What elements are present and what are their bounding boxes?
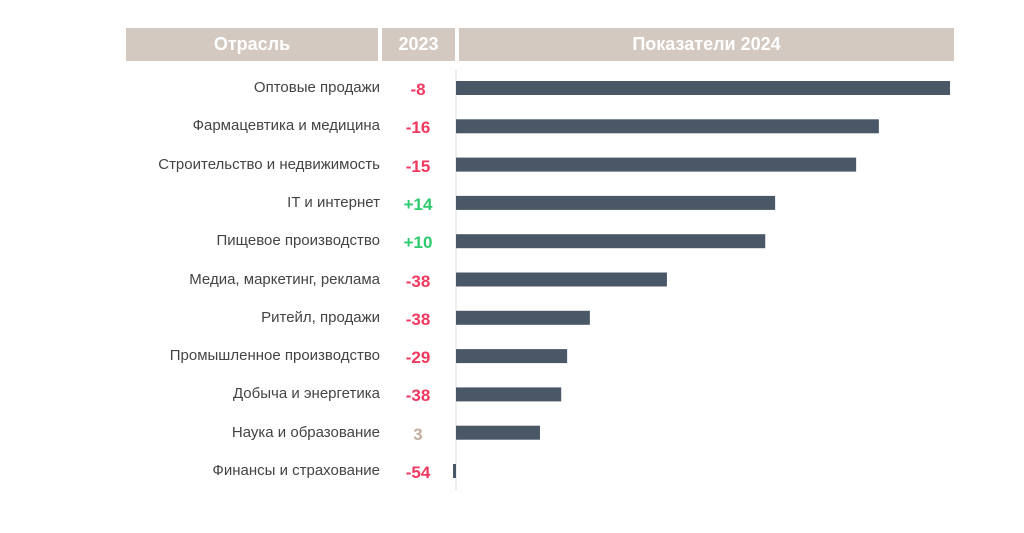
bar-2024 [456,119,879,134]
value-2023-label: -16 [405,118,431,138]
value-2023-label: +10 [403,233,433,253]
category-label: Медиа, маркетинг, реклама [189,270,380,288]
category-label: IT и интернет [287,193,380,211]
category-label: Промышленное производство [169,347,380,365]
category-label: Финансы и страхование [212,462,380,479]
bar-2024 [456,81,950,95]
value-2023-label: -38 [405,309,431,329]
category-label: Строительство и недвижимость [158,155,380,173]
header-industry: Отрасль [126,28,378,61]
header-2023: 2023 [382,28,455,61]
bar-2024 [456,195,776,210]
bar-2024 [456,310,590,325]
category-label: Наука и образование [231,423,380,441]
value-2023-label: 3 [413,424,423,444]
category-label: Пищевое производство [216,232,380,250]
category-label: Оптовые продажи [253,79,380,96]
value-2023-label: -38 [405,271,431,291]
bar-2024 [453,464,456,478]
bar-2024 [456,425,540,440]
bar-2024 [456,349,568,364]
header-2024: Показатели 2024 [459,28,954,61]
value-2023-label: -15 [405,156,431,176]
bar-2024 [456,234,766,249]
category-label: Добыча и энергетика [232,385,380,403]
category-label: Ритейл, продажи [261,308,380,326]
category-label: Фармацевтика и медицина [192,117,380,135]
value-2023-label: -29 [405,348,431,368]
bar-2024 [456,157,857,172]
value-2023-label: +14 [403,194,433,214]
value-2023-label: -54 [405,463,431,482]
bar-2024 [456,272,667,287]
value-2023-label: -8 [410,80,426,99]
bar-2024 [456,387,562,402]
value-2023-label: -38 [405,386,431,406]
